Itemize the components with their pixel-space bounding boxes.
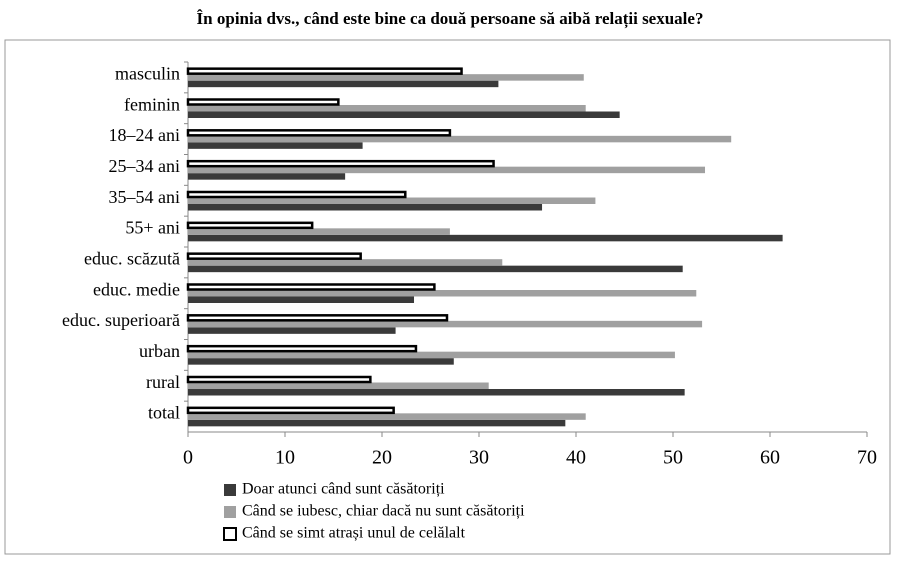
bar: [188, 358, 454, 365]
bar: [188, 135, 732, 143]
bar: [186, 190, 407, 199]
y-tick-label: 25–34 ani: [109, 156, 181, 176]
bar: [186, 375, 372, 384]
x-tick-label: 0: [183, 447, 193, 469]
bar: [188, 320, 703, 328]
bar: [186, 129, 452, 137]
x-tick-label: 30: [469, 447, 489, 469]
x-tick-label: 60: [760, 447, 780, 469]
bar: [188, 197, 596, 204]
bar: [188, 382, 489, 389]
bar: [186, 221, 314, 230]
bar: [186, 283, 436, 291]
y-tick-label: feminin: [124, 94, 180, 114]
y-tick-label: educ. scăzută: [84, 249, 180, 269]
bar: [188, 351, 675, 359]
bar: [188, 80, 499, 88]
bar: [188, 290, 697, 297]
bar: [188, 142, 363, 149]
bar: [186, 344, 418, 353]
chart-title: În opinia dvs., când este bine ca două p…: [197, 9, 704, 29]
bar: [186, 252, 362, 260]
bar: [188, 327, 396, 334]
y-tick-label: educ. medie: [93, 279, 180, 299]
x-tick-label: 20: [372, 447, 392, 469]
bar: [188, 296, 415, 303]
legend-label: Doar atunci când sunt căsătoriți: [242, 481, 445, 498]
bar: [186, 406, 395, 415]
y-tick-label: total: [148, 403, 180, 423]
bar: [188, 259, 503, 266]
bar: [188, 389, 685, 396]
bar: [188, 234, 783, 242]
y-tick-label: rural: [146, 372, 180, 392]
legend-swatch: [223, 527, 237, 541]
bar: [186, 314, 449, 322]
y-tick-label: 18–24 ani: [109, 125, 181, 145]
legend-swatch: [224, 484, 236, 496]
y-tick-label: masculin: [115, 64, 180, 84]
y-tick-label: urban: [139, 341, 180, 361]
bar: [188, 228, 450, 235]
x-tick-label: 50: [663, 447, 683, 469]
bar: [188, 166, 706, 174]
y-tick-label: 35–54 ani: [109, 187, 181, 207]
bar: [188, 265, 683, 273]
bar: [188, 419, 566, 427]
bar: [188, 105, 586, 112]
bar: [186, 98, 340, 106]
y-tick-label: 55+ ani: [125, 218, 180, 238]
y-tick-label: educ. superioară: [62, 310, 180, 330]
bar: [188, 173, 346, 180]
chart-border: [4, 39, 891, 555]
bar: [186, 67, 463, 75]
x-tick-label: 70: [857, 447, 877, 469]
legend-label: Când se simt atrași unul de celălalt: [242, 525, 466, 542]
x-tick-label: 10: [275, 447, 295, 469]
bar: [188, 413, 586, 420]
bar: [188, 74, 584, 81]
bar: [188, 111, 620, 118]
x-tick-label: 40: [566, 447, 586, 469]
legend-label: Când se iubesc, chiar dacă nu sunt căsăt…: [242, 503, 525, 520]
bar: [186, 159, 495, 168]
bar: [188, 204, 543, 211]
legend-swatch: [224, 506, 236, 518]
